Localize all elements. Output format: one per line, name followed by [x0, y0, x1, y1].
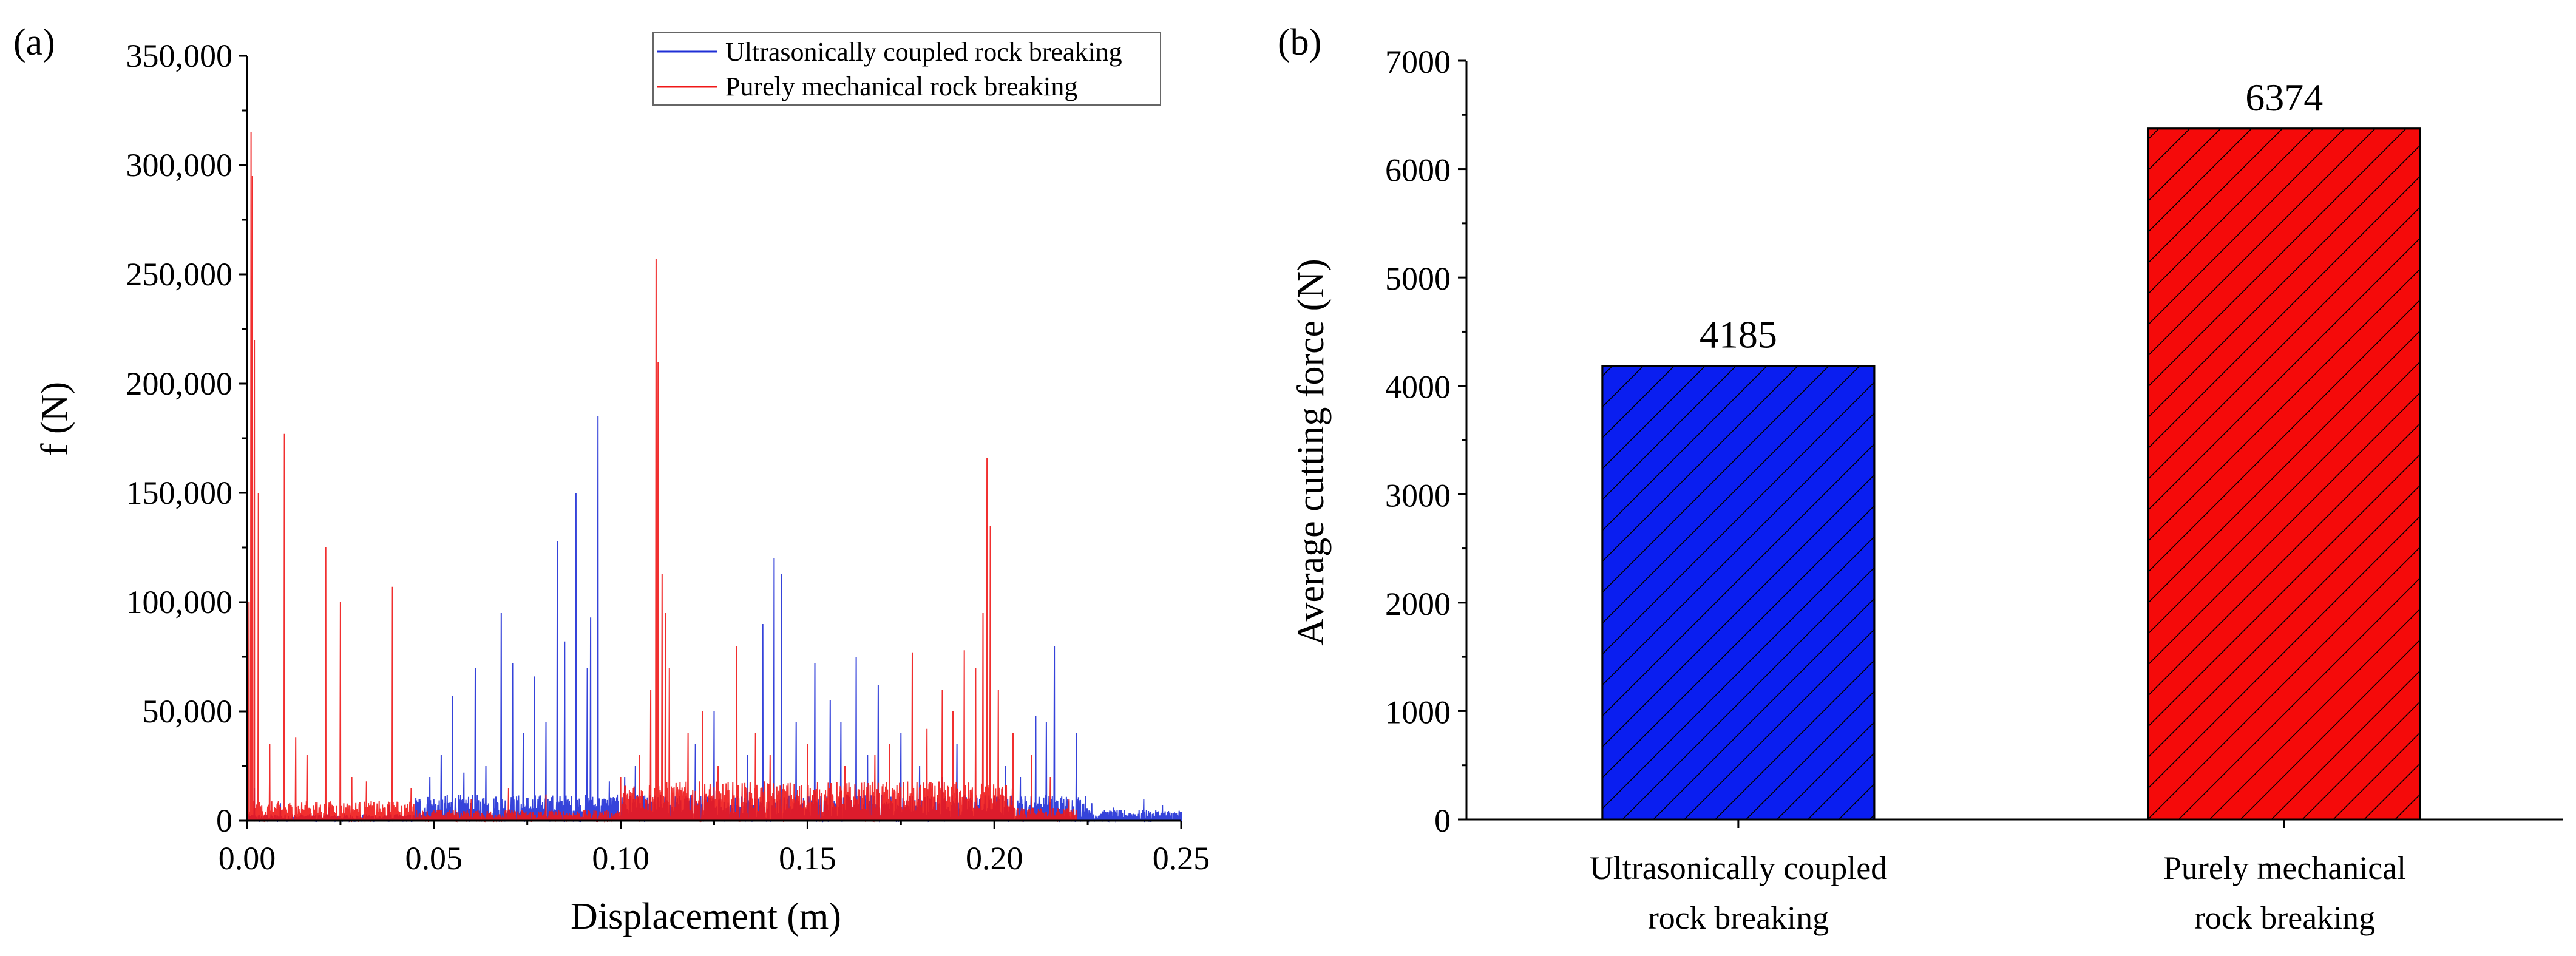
panel-b-category-label-mechanical-line2: rock breaking — [2194, 900, 2375, 936]
panel-a-x-tick-label: 0.05 — [405, 840, 463, 876]
series-line-mechanical — [246, 132, 1077, 823]
panel-a-y-tick-label: 100,000 — [126, 584, 233, 620]
panel-a-x-tick-label: 0.00 — [219, 840, 276, 876]
panel-b-y-tick-label: 0 — [1434, 802, 1451, 839]
panel-b-y-tick-label: 1000 — [1385, 694, 1451, 730]
panel-a-y-tick-label: 0 — [216, 802, 232, 839]
series-line-ultrasonic — [246, 416, 1182, 823]
panel-a-y-tick-label: 50,000 — [143, 693, 233, 730]
panel-b-y-tick-label: 5000 — [1385, 260, 1451, 297]
bar-hatch-mechanical — [2147, 127, 2421, 821]
panel-b-y-tick-label: 6000 — [1385, 152, 1451, 189]
panel-a-x-tick-label: 0.15 — [779, 840, 836, 876]
panel-a-x-tick-label: 0.25 — [1153, 840, 1210, 876]
panel-b-axes: 0 1000 2000 3000 4000 5000 6000 7000 — [1385, 44, 2563, 839]
panel-a-series-lines — [246, 132, 1182, 823]
panel-b-category-label-ultrasonic-line1: Ultrasonically coupled — [1590, 850, 1887, 886]
panel-a-y-tick-label: 200,000 — [126, 365, 233, 402]
bar-value-label-ultrasonic: 4185 — [1700, 313, 1777, 356]
panel-a-y-axis-title: f (N) — [34, 382, 75, 456]
panel-a-axes: 0 50,000 100,000 150,000 200,000 250,000 300,0… — [126, 38, 1210, 876]
panel-b-y-tick-label: 2000 — [1385, 586, 1451, 622]
panel-a-x-tick-label: 0.20 — [966, 840, 1023, 876]
panel-a-label: (a) — [13, 22, 55, 63]
panel-a-y-tick-label: 300,000 — [126, 147, 233, 183]
bar-hatch-ultrasonic — [1601, 365, 1876, 821]
panel-a-y-tick-label: 150,000 — [126, 475, 233, 511]
panel-a-y-tick-label: 350,000 — [126, 38, 233, 74]
panel-b-bars: 4185 6374 — [1601, 76, 2421, 821]
panel-a-line-chart: (a) 0 50,000 100,000 150,000 200,000 250,000 3… — [13, 22, 1210, 937]
panel-b-y-tick-label: 4000 — [1385, 369, 1451, 405]
panel-b-label: (b) — [1278, 22, 1321, 63]
panel-b-y-tick-label: 7000 — [1385, 44, 1451, 80]
panel-b-bar-chart: (b) 4185 6374 0 1000 2000 3000 4000 5000 6000 70… — [1278, 22, 2563, 936]
panel-a-x-tick-label: 0.10 — [592, 840, 649, 876]
panel-b-category-label-ultrasonic-line2: rock breaking — [1648, 900, 1829, 936]
panel-a-legend: Ultrasonically coupled rock breaking Pur… — [652, 32, 1161, 106]
panel-b-y-tick-label: 3000 — [1385, 477, 1451, 514]
panel-b-category-label-mechanical-line1: Purely mechanical — [2163, 850, 2406, 886]
panel-a-x-axis-title: Displacement (m) — [571, 896, 841, 937]
legend-label-mechanical: Purely mechanical rock breaking — [725, 72, 1077, 101]
bar-value-label-mechanical: 6374 — [2245, 76, 2323, 119]
panel-a-y-tick-label: 250,000 — [126, 256, 233, 293]
legend-box — [652, 32, 1161, 106]
panel-b-y-axis-title: Average cutting force (N) — [1290, 259, 1332, 645]
legend-label-ultrasonic: Ultrasonically coupled rock breaking — [725, 37, 1122, 67]
